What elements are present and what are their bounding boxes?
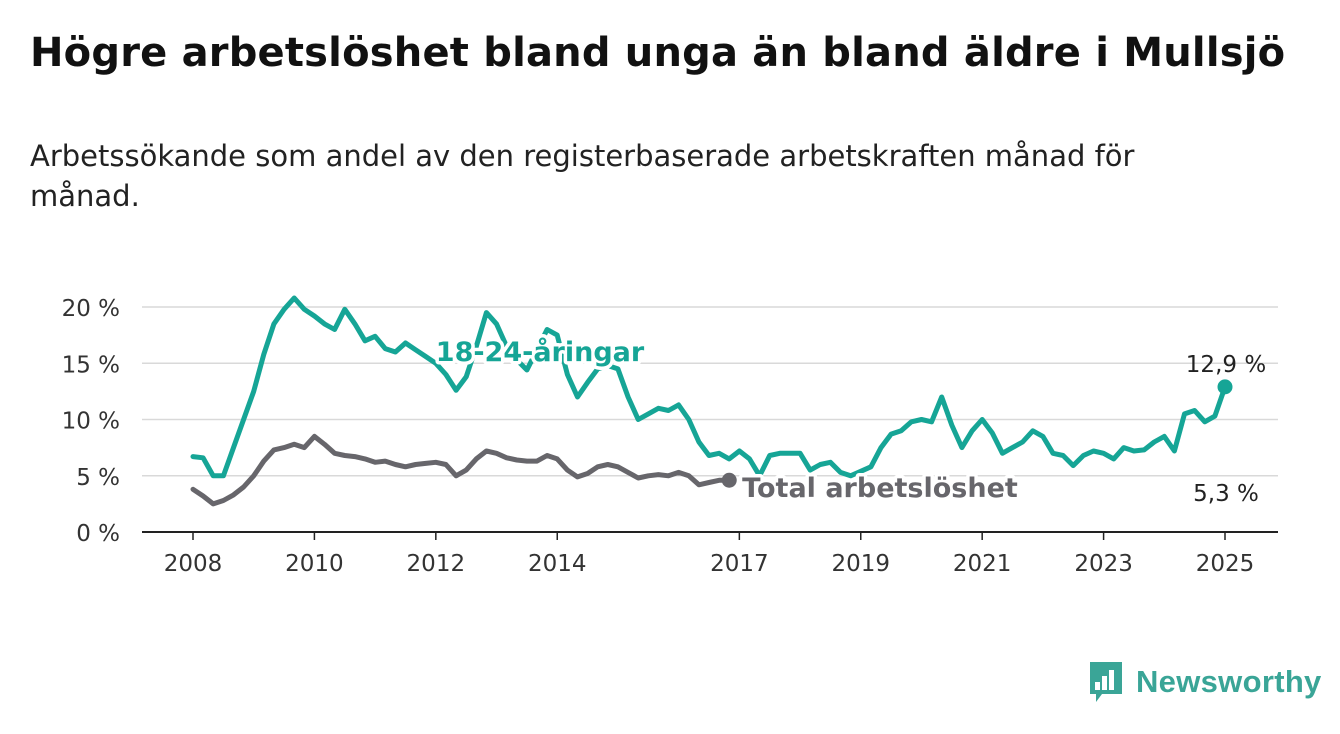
x-tick-label: 2019 [831,551,890,577]
youth-series-label: 18-24-åringar [436,336,645,368]
x-tick-label: 2025 [1196,551,1255,577]
y-tick-label: 5 % [76,465,120,491]
series-lines [190,295,1233,507]
series-end-point [721,472,737,488]
x-tick-label: 2008 [164,551,223,577]
y-tick-label: 20 % [62,296,120,322]
chart-subtitle: Arbetssökande som andel av den registerb… [30,139,1135,213]
x-tick-label: 2021 [953,551,1012,577]
y-tick-label: 15 % [62,352,120,378]
total-series-label: Total arbetslöshet [742,473,1018,504]
total-end-value-label: 5,3 % [1193,481,1259,507]
newsworthy-logo: Newsworthy [1088,660,1322,704]
x-tick-label: 2014 [528,551,587,577]
series-annotations: 12,9 % 5,3 % 18-24-åringar Total arbetslösh… [432,333,1266,508]
x-tick-label: 2023 [1074,551,1133,577]
x-tick-label: 2012 [407,551,466,577]
brand-name: Newsworthy [1136,664,1322,699]
y-axis-tick-labels: 0 % 5 % 10 % 15 % 20 % [62,296,120,547]
series-line-total [190,433,732,507]
y-tick-label: 10 % [62,409,120,435]
youth-end-value-label: 12,9 % [1186,352,1266,378]
series-end-point [1217,379,1233,395]
x-tick-label: 2010 [285,551,344,577]
x-tick-label: 2017 [710,551,769,577]
series-line-youth [190,295,1228,479]
x-axis-tick-labels: 2008 2010 2012 2014 2017 2019 2021 2023 2025 [164,532,1255,577]
bar-chart-logo-icon [1090,662,1122,702]
y-tick-label: 0 % [76,521,120,547]
gridlines [142,306,1278,533]
chart-title: Högre arbetslöshet bland unga än bland ä… [30,30,1286,76]
